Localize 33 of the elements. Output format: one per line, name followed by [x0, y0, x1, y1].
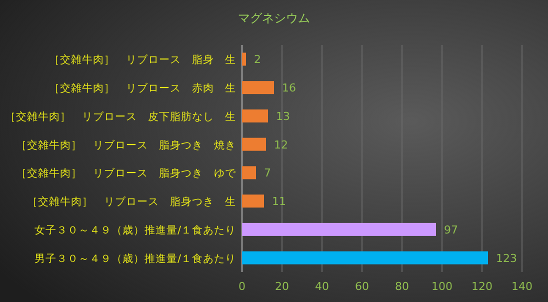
bar — [242, 109, 268, 122]
data-label: 16 — [282, 82, 296, 95]
bar — [242, 81, 274, 94]
data-label: 12 — [274, 138, 288, 152]
bar — [242, 52, 246, 66]
bar — [242, 138, 266, 151]
y-tick-label: ［交雑牛肉］ リブロース 皮下脂肪なし 生 — [5, 110, 236, 123]
bar — [242, 222, 436, 236]
x-tick-label: 0 — [238, 280, 246, 293]
y-tick-label: 男子３０～４９（歳）推進量/１食あたり — [34, 252, 236, 265]
x-tick-label: 140 — [512, 280, 532, 293]
y-tick-label: ［交雑牛肉］ リブロース 赤肉 生 — [49, 82, 236, 95]
y-tick-label: ［交雑牛肉］ リブロース 脂身つき 生 — [27, 195, 236, 208]
data-label: 97 — [444, 223, 458, 236]
y-tick-label: 女子３０～４９（歳）推進量/１食あたり — [34, 223, 236, 236]
y-tick-label: ［交雑牛肉］ リブロース 脂身つき 焼き — [16, 138, 236, 152]
x-tick-label: 80 — [395, 280, 409, 293]
x-tick-label: 20 — [275, 280, 289, 293]
y-tick-label: ［交雑牛肉］ リブロース 脂身つき ゆで — [16, 166, 237, 180]
data-label: 2 — [254, 53, 261, 66]
data-label: 11 — [272, 195, 286, 208]
data-label: 13 — [276, 110, 290, 123]
x-tick-label: 120 — [472, 280, 492, 293]
x-tick-label: 60 — [355, 280, 369, 293]
x-tick-label: 40 — [315, 280, 329, 293]
bar — [242, 166, 256, 180]
chart-title: マグネシウム — [238, 11, 310, 25]
y-tick-label: ［交雑牛肉］ リブロース 脂身 生 — [49, 53, 236, 66]
bar — [242, 251, 488, 264]
x-tick-label: 100 — [432, 280, 452, 293]
data-label: 7 — [264, 166, 271, 180]
bar — [242, 194, 264, 208]
data-label: 123 — [496, 252, 517, 265]
